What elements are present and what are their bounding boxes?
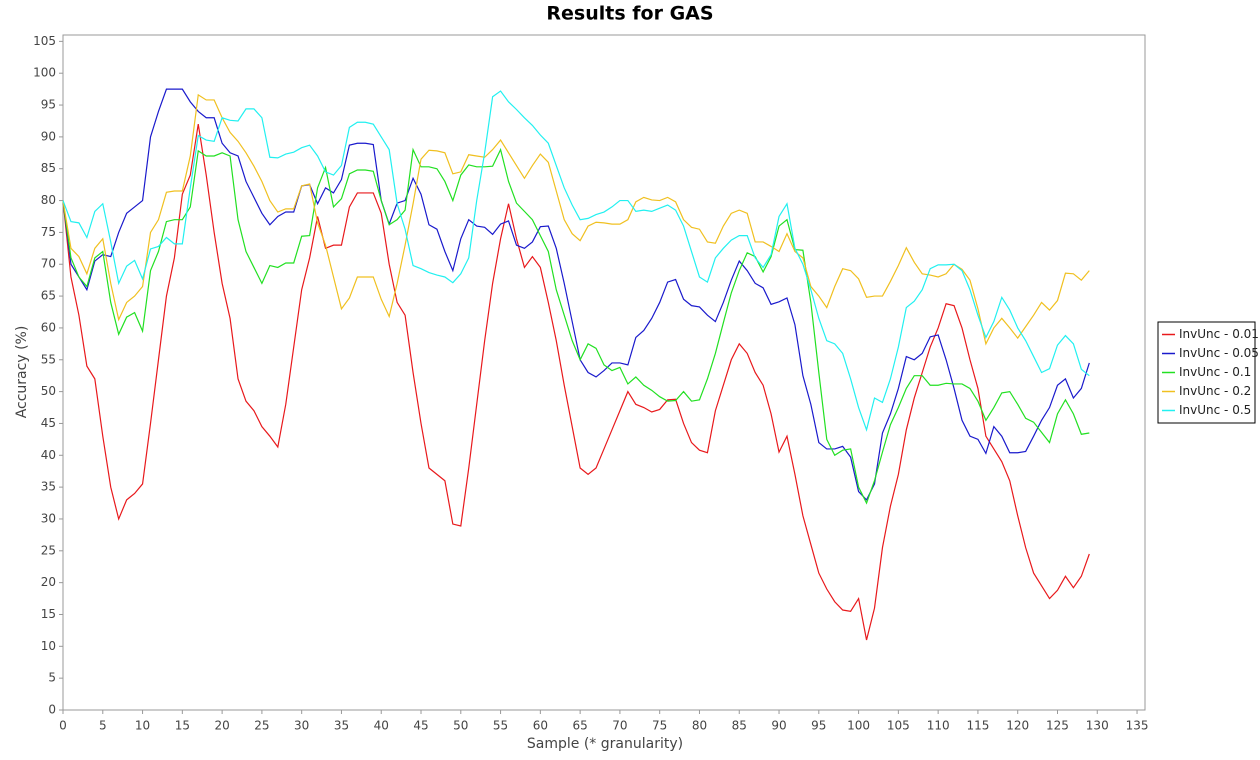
y-tick-label: 80: [41, 193, 56, 207]
x-tick-label: 80: [692, 719, 707, 733]
y-axis-label: Accuracy (%): [14, 326, 30, 419]
legend-label: InvUnc - 0.2: [1179, 384, 1251, 398]
x-tick-label: 50: [453, 719, 468, 733]
y-tick-label: 10: [41, 639, 56, 653]
y-tick-label: 20: [41, 575, 56, 589]
x-tick-label: 85: [732, 719, 747, 733]
y-tick-label: 90: [41, 129, 56, 143]
x-tick-label: 45: [413, 719, 428, 733]
series-line: [62, 124, 1090, 641]
y-tick-label: 40: [41, 448, 56, 462]
x-tick-label: 55: [493, 719, 508, 733]
y-tick-label: 35: [41, 480, 56, 494]
x-tick-label: 130: [1086, 719, 1109, 733]
y-tick-label: 105: [33, 34, 56, 48]
series-line: [62, 90, 1090, 432]
legend-label: InvUnc - 0.05: [1179, 346, 1259, 360]
x-tick-label: 135: [1126, 719, 1149, 733]
y-tick-label: 75: [41, 225, 56, 239]
x-axis-label: Sample (* granularity): [527, 736, 683, 752]
x-tick-label: 70: [612, 719, 627, 733]
plot-area: [62, 34, 1146, 711]
x-tick-label: 115: [966, 719, 989, 733]
x-tick-label: 120: [1006, 719, 1029, 733]
y-tick-label: 15: [41, 607, 56, 621]
y-tick-label: 30: [41, 511, 56, 525]
x-tick-label: 30: [294, 719, 309, 733]
x-tick-label: 90: [771, 719, 786, 733]
series-line: [62, 93, 1090, 346]
y-tick-label: 70: [41, 257, 56, 271]
x-tick-label: 105: [887, 719, 910, 733]
x-tick-label: 35: [334, 719, 349, 733]
legend-label: InvUnc - 0.1: [1179, 365, 1251, 379]
y-tick-label: 85: [41, 161, 56, 175]
x-tick-label: 25: [254, 719, 269, 733]
y-tick-label: 60: [41, 320, 56, 334]
x-tick-label: 5: [99, 719, 107, 733]
x-tick-label: 10: [135, 719, 150, 733]
y-tick-label: 0: [48, 703, 56, 717]
y-tick-label: 100: [33, 66, 56, 80]
series-line: [62, 147, 1090, 505]
x-tick-label: 40: [374, 719, 389, 733]
x-tick-label: 20: [214, 719, 229, 733]
legend-label: InvUnc - 0.01: [1179, 327, 1259, 341]
x-tick-label: 95: [811, 719, 826, 733]
y-tick-label: 55: [41, 352, 56, 366]
x-tick-label: 65: [572, 719, 587, 733]
x-tick-label: 60: [533, 719, 548, 733]
series-line: [62, 88, 1090, 501]
y-tick-label: 25: [41, 543, 56, 557]
y-tick-label: 95: [41, 98, 56, 112]
y-tick-label: 50: [41, 384, 56, 398]
chart-title: Results for GAS: [546, 3, 713, 25]
x-tick-label: 100: [847, 719, 870, 733]
y-tick-label: 45: [41, 416, 56, 430]
x-tick-label: 0: [59, 719, 67, 733]
y-tick-label: 5: [48, 671, 56, 685]
legend-label: InvUnc - 0.5: [1179, 403, 1251, 417]
x-tick-label: 15: [175, 719, 190, 733]
y-tick-label: 65: [41, 289, 56, 303]
x-tick-label: 125: [1046, 719, 1069, 733]
x-tick-label: 75: [652, 719, 667, 733]
x-tick-label: 110: [927, 719, 950, 733]
